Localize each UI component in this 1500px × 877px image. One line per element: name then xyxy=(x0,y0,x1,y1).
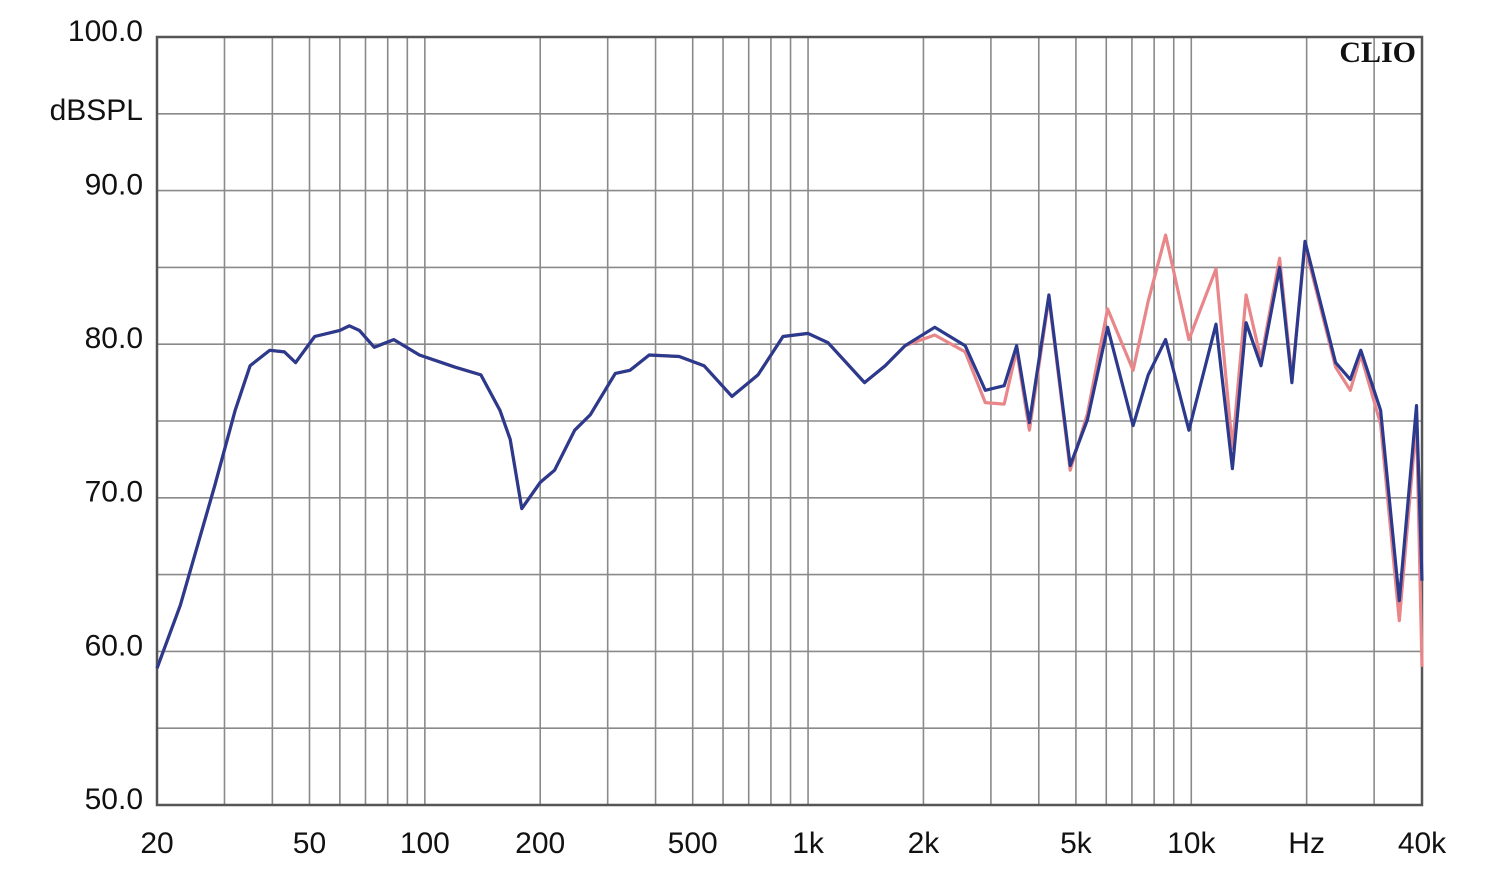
x-tick-label: 100 xyxy=(400,827,450,860)
y-axis-label: dBSPL xyxy=(50,94,143,127)
data-line xyxy=(155,239,1424,669)
y-tick-label: 100.0 xyxy=(68,15,143,48)
plot-border xyxy=(155,35,1424,807)
watermark: CLIO xyxy=(1339,36,1416,69)
x-tick-label: 5k xyxy=(1060,827,1093,860)
x-tick-label: 20 xyxy=(140,827,173,860)
y-tick-label: 70.0 xyxy=(85,476,143,509)
y-tick-label: 50.0 xyxy=(85,783,143,816)
data-line xyxy=(155,233,1424,669)
y-tick-label: 60.0 xyxy=(85,629,143,662)
x-tick-label: 10k xyxy=(1167,827,1216,860)
y-tick-label: 90.0 xyxy=(85,169,143,202)
x-tick-label: 2k xyxy=(908,827,941,860)
x-tick-label: 200 xyxy=(515,827,565,860)
x-tick-label: 50 xyxy=(293,827,326,860)
y-tick-label: 80.0 xyxy=(85,322,143,355)
x-tick-label: 500 xyxy=(668,827,718,860)
x-tick-label: 1k xyxy=(792,827,825,860)
x-tick-label: 40k xyxy=(1398,827,1447,860)
x-tick-label: Hz xyxy=(1288,827,1325,860)
